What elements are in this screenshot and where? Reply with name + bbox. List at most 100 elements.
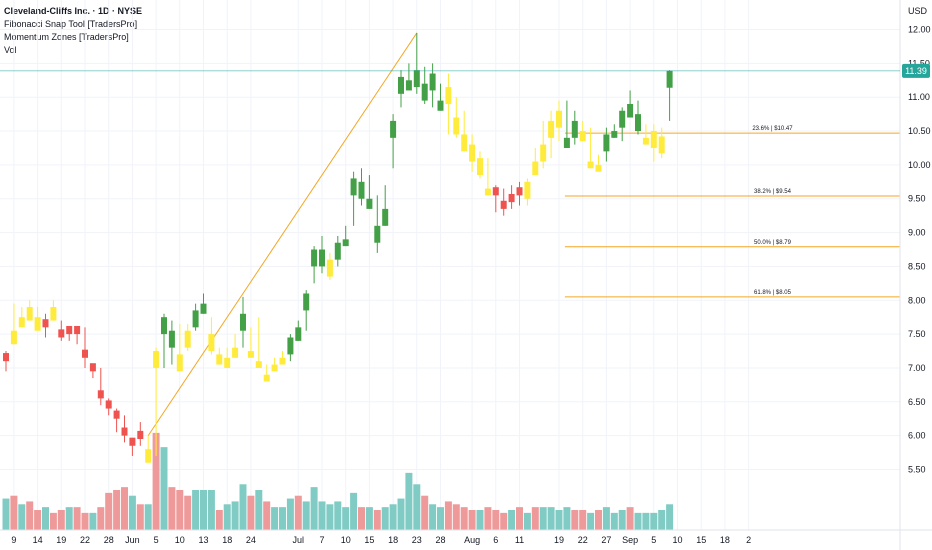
volume-bar: [26, 501, 34, 530]
candle: [398, 70, 404, 108]
candle-body: [34, 317, 41, 331]
candle: [350, 171, 357, 226]
volume-bar: [547, 507, 555, 530]
volume-bar: [310, 487, 318, 530]
candle-body: [295, 327, 302, 341]
candle: [10, 303, 17, 345]
candle-body: [224, 357, 231, 368]
candle: [74, 325, 81, 345]
candle: [161, 313, 167, 368]
volume-bar: [318, 501, 326, 530]
volume-bar: [381, 507, 389, 530]
indicator-fibonacci[interactable]: Fibonacci Snap Tool [TradersPro]: [4, 19, 138, 29]
fib-label: 61.8% | $8.05: [754, 290, 792, 296]
candle-body: [303, 293, 310, 311]
volume-bar: [658, 510, 666, 530]
candle: [658, 127, 665, 159]
x-tick-label: Jun: [125, 535, 140, 545]
candle: [421, 66, 428, 104]
last-price-badge: 11.39: [0, 63, 930, 78]
candle: [271, 357, 278, 372]
time-axis[interactable]: 9 14 19 22 28 Jun 5 10 13 18 24 Jul 7 10 15 18 23 28 Aug 6 1…: [11, 535, 751, 545]
candle: [279, 351, 286, 365]
candle-body: [532, 161, 539, 176]
last-price-label: 11.39: [905, 66, 927, 76]
candle-body: [500, 200, 507, 209]
trendline[interactable]: [147, 32, 418, 436]
candle-body: [50, 307, 57, 321]
candle-body: [374, 225, 381, 243]
x-tick-label: 22: [80, 535, 90, 545]
indicator-momentum[interactable]: Momentum Zones [TradersPro]: [4, 32, 129, 42]
x-tick-label: 24: [246, 535, 256, 545]
candle: [26, 300, 33, 321]
candle: [303, 290, 310, 331]
candle: [121, 415, 128, 443]
candle-body: [334, 242, 341, 260]
candle: [334, 235, 341, 267]
candle: [18, 307, 25, 328]
candle: [556, 100, 562, 142]
x-tick-label: 15: [364, 535, 374, 545]
volume-bar: [516, 507, 523, 530]
candle-body: [137, 430, 144, 440]
candle-body: [508, 194, 515, 203]
price-axis-bg: [900, 0, 932, 530]
volume-bar: [2, 498, 10, 530]
volume-bar: [468, 510, 476, 530]
indicator-volume[interactable]: Vol: [4, 45, 17, 55]
volume-bar: [247, 495, 255, 530]
currency-label[interactable]: USD: [908, 6, 928, 16]
candle: [524, 178, 531, 206]
candle-body: [3, 353, 9, 362]
candle-body: [650, 131, 657, 148]
volume-bar: [255, 490, 263, 530]
candle: [413, 32, 420, 94]
candle: [437, 83, 444, 111]
fib-label: 38.2% | $9.54: [754, 189, 792, 195]
candle-body: [176, 354, 183, 372]
candle-body: [263, 374, 270, 382]
x-tick-label: 9: [11, 535, 16, 545]
candle: [50, 300, 57, 321]
volume-bar: [176, 490, 184, 530]
volume-bar: [81, 512, 89, 530]
price-axis[interactable]: 5.50 6.00 6.50 7.00 7.50 8.00 8.50 9.00 9.50 10.0…: [908, 25, 931, 475]
x-tick-label: 11: [515, 535, 524, 545]
volume-bar: [350, 492, 358, 530]
x-tick-label: 23: [412, 535, 422, 545]
candle: [508, 185, 515, 209]
candle: [619, 107, 626, 142]
volume-bar: [500, 512, 508, 530]
candle: [224, 347, 231, 368]
candle-body: [311, 249, 318, 267]
y-tick-label: 11.50: [908, 58, 930, 68]
candle: [113, 408, 120, 433]
volume-bar: [34, 510, 42, 530]
x-tick-label: 10: [341, 535, 351, 545]
y-tick-label: 10.50: [908, 126, 931, 136]
symbol-title[interactable]: Cleveland-Cliffs Inc. · 1D · NYSE: [4, 6, 143, 16]
x-tick-label: 5: [154, 535, 159, 545]
candle-body: [192, 310, 199, 328]
candle-body: [366, 198, 373, 209]
candle: [516, 181, 523, 206]
y-tick-label: 10.00: [908, 160, 931, 170]
candle-body: [627, 103, 634, 118]
candle-body: [405, 80, 412, 91]
candle-body: [326, 259, 333, 277]
volume-bar: [49, 512, 57, 530]
candle-body: [287, 337, 294, 355]
volume-bar: [144, 504, 152, 530]
grid-lines: [0, 0, 900, 530]
candle: [453, 97, 460, 138]
volume-bar: [571, 510, 579, 530]
x-tick-label: 22: [578, 535, 588, 545]
volume-bar: [508, 510, 516, 530]
candle: [635, 100, 641, 135]
candle: [3, 351, 9, 372]
volume-bar: [215, 510, 223, 530]
candle: [642, 124, 649, 145]
volume-bar: [437, 507, 444, 530]
